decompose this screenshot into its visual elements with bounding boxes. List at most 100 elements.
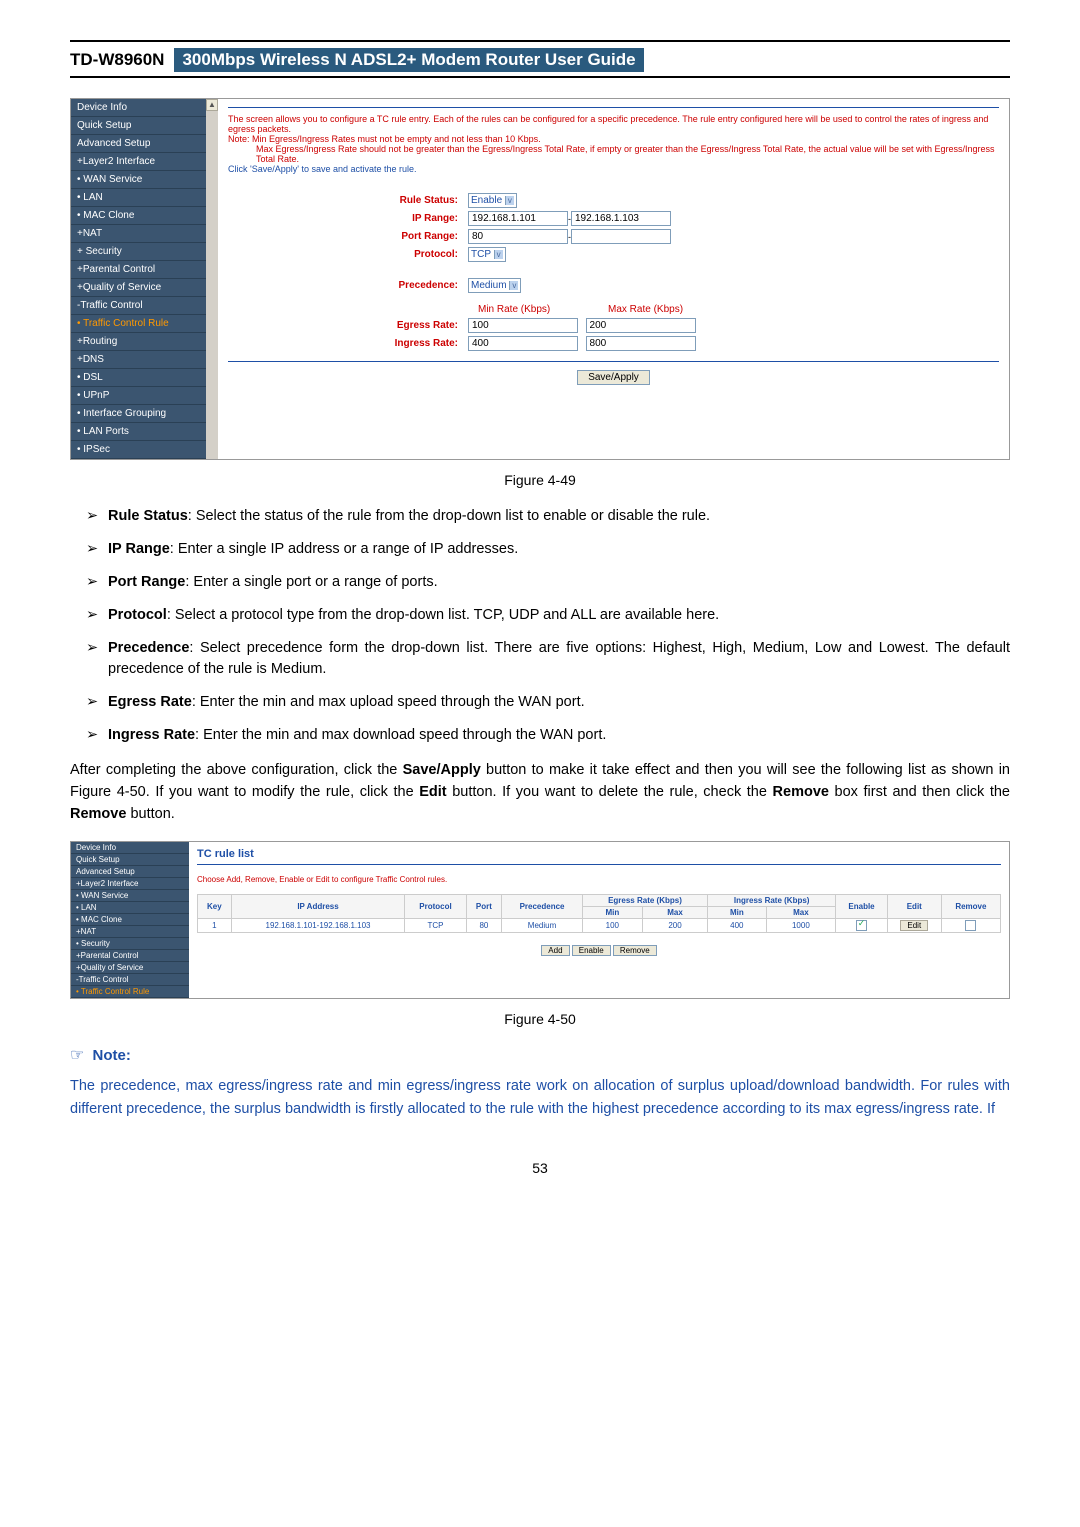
col-max: Max [642,907,707,919]
sidebar-item[interactable]: -Traffic Control [71,297,206,315]
list-item: Precedence: Select precedence form the d… [108,638,1010,680]
list-item: Ingress Rate: Enter the min and max down… [108,725,1010,746]
sidebar-item[interactable]: +Routing [71,333,206,351]
remove-checkbox[interactable] [965,920,976,931]
col-enable: Enable [836,895,888,919]
divider [197,864,1001,865]
sidebar-item[interactable]: +NAT [71,926,189,938]
port-range-label: Port Range: [228,231,468,242]
add-button[interactable]: Add [541,945,569,956]
max-rate-header: Max Rate (Kbps) [608,304,683,315]
list-item: Egress Rate: Enter the min and max uploa… [108,692,1010,713]
save-apply-button[interactable]: Save/Apply [577,370,650,385]
sidebar-item[interactable]: +Layer2 Interface [71,153,206,171]
sidebar-item[interactable]: • Interface Grouping [71,405,206,423]
sidebar-item[interactable]: +Parental Control [71,261,206,279]
min-rate-header: Min Rate (Kbps) [478,304,608,315]
config-screenshot: Device Info Quick Setup Advanced Setup +… [70,98,1010,460]
sidebar-item[interactable]: Device Info [71,842,189,854]
model-name: TD-W8960N [70,50,164,70]
sidebar-item[interactable]: +Quality of Service [71,279,206,297]
scroll-up-icon[interactable]: ▲ [206,99,218,111]
col-max: Max [766,907,836,919]
ingress-row: Ingress Rate: [228,336,999,351]
sidebar-item[interactable]: + Security [71,243,206,261]
rule-table: Key IP Address Protocol Port Precedence … [197,894,1001,933]
sidebar-item-active[interactable]: • Traffic Control Rule [71,986,189,998]
ingress-label: Ingress Rate: [228,338,468,349]
ip-start-input[interactable] [468,211,568,226]
sidebar-item[interactable]: +Layer2 Interface [71,878,189,890]
cell-emin: 100 [582,919,642,933]
sidebar-item[interactable]: • UPnP [71,387,206,405]
rate-headers: Min Rate (Kbps) Max Rate (Kbps) [228,304,999,315]
figure-caption: Figure 4-49 [70,472,1010,488]
egress-max-input[interactable] [586,318,696,333]
ip-range-row: IP Range: - [228,211,999,226]
sidebar-item[interactable]: +Parental Control [71,950,189,962]
sidebar-item[interactable]: • WAN Service [71,890,189,902]
port-range-row: Port Range: - [228,229,999,244]
sidebar-item[interactable]: Device Info [71,99,206,117]
ip-end-input[interactable] [571,211,671,226]
field-descriptions: Rule Status: Select the status of the ru… [108,506,1010,746]
col-min: Min [582,907,642,919]
col-remove: Remove [941,895,1000,919]
sidebar-item[interactable]: -Traffic Control [71,974,189,986]
config-panel: The screen allows you to configure a TC … [218,99,1009,459]
egress-min-input[interactable] [468,318,578,333]
precedence-select[interactable]: Medium v [468,278,521,293]
chevron-down-icon: v [509,281,518,290]
intro-hint: Click 'Save/Apply' to save and activate … [228,164,999,174]
protocol-row: Protocol: TCP v [228,247,999,262]
col-prec: Precedence [502,895,583,919]
note-text: The precedence, max egress/ingress rate … [70,1075,1010,1120]
cell-imax: 1000 [766,919,836,933]
protocol-select[interactable]: TCP v [468,247,506,262]
sidebar-item[interactable]: +DNS [71,351,206,369]
intro-note: Note: Min Egress/Ingress Rates must not … [228,134,999,144]
list-item: Port Range: Enter a single port or a ran… [108,572,1010,593]
sidebar-item[interactable]: Advanced Setup [71,135,206,153]
button-row: Save/Apply [228,370,999,385]
divider [228,107,999,108]
ingress-min-input[interactable] [468,336,578,351]
egress-label: Egress Rate: [228,320,468,331]
panel-description: Choose Add, Remove, Enable or Edit to co… [197,875,1001,884]
sidebar-item[interactable]: Advanced Setup [71,866,189,878]
table-header-row: Key IP Address Protocol Port Precedence … [198,895,1001,907]
chevron-down-icon: v [494,250,503,259]
sidebar-item[interactable]: • MAC Clone [71,207,206,225]
document-header: TD-W8960N 300Mbps Wireless N ADSL2+ Mode… [70,48,1010,72]
sidebar-item[interactable]: +NAT [71,225,206,243]
sidebar-item[interactable]: • MAC Clone [71,914,189,926]
remove-button[interactable]: Remove [613,945,657,956]
sidebar-item[interactable]: • LAN Ports [71,423,206,441]
sidebar-item-active[interactable]: • Traffic Control Rule [71,315,206,333]
ingress-max-input[interactable] [586,336,696,351]
spacer [228,174,999,190]
sidebar-item[interactable]: • WAN Service [71,171,206,189]
sidebar-item[interactable]: • Security [71,938,189,950]
rule-status-select[interactable]: Enable v [468,193,517,208]
sidebar-item[interactable]: +Quality of Service [71,962,189,974]
port-start-input[interactable] [468,229,568,244]
sidebar-item[interactable]: • DSL [71,369,206,387]
cell-key: 1 [198,919,232,933]
sidebar-item[interactable]: Quick Setup [71,854,189,866]
scrollbar[interactable]: ▲ [206,99,218,459]
enable-checkbox[interactable] [856,920,867,931]
sidebar-item[interactable]: • LAN [71,902,189,914]
sidebar-nav: Device Info Quick Setup Advanced Setup +… [71,842,189,998]
edit-button[interactable]: Edit [900,920,928,931]
spacer [228,265,999,275]
sidebar-item[interactable]: Quick Setup [71,117,206,135]
cell-emax: 200 [642,919,707,933]
figure-caption: Figure 4-50 [70,1011,1010,1027]
enable-button[interactable]: Enable [572,945,611,956]
sidebar-item[interactable]: • LAN [71,189,206,207]
pointer-icon: ☞ [70,1047,84,1064]
port-end-input[interactable] [571,229,671,244]
sidebar-item[interactable]: • IPSec [71,441,206,459]
col-egress: Egress Rate (Kbps) [582,895,707,907]
